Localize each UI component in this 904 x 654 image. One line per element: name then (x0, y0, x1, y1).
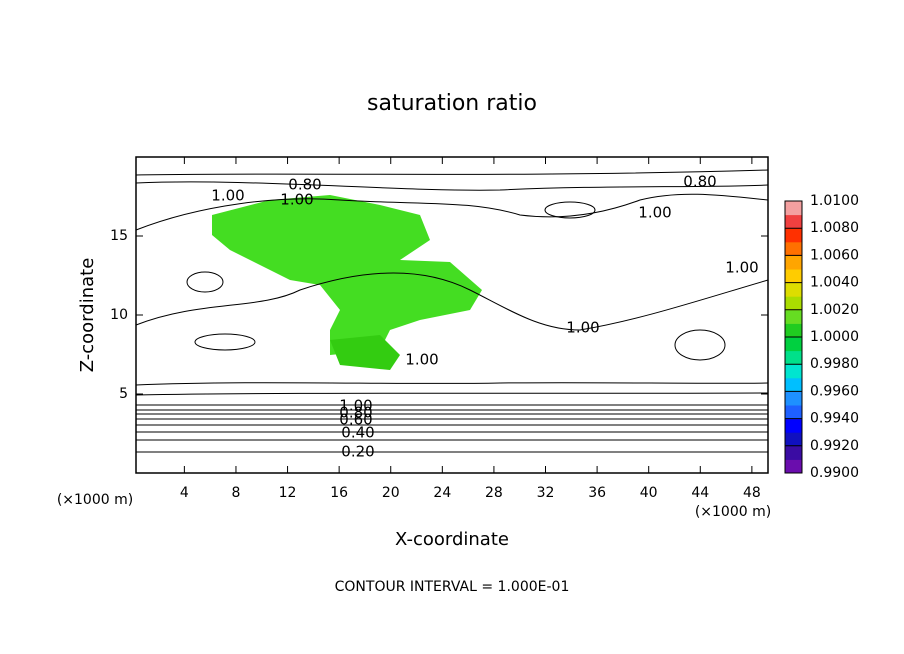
contour-line (135, 382, 769, 386)
y-tick-label: 15 (110, 228, 128, 244)
colorbar-tick-label: 1.0060 (810, 247, 859, 263)
contour-interval: CONTOUR INTERVAL = 1.000E-01 (335, 579, 570, 595)
contour-label: 0.80 (339, 404, 372, 422)
colorbar-swatch (785, 350, 802, 365)
colorbar-tick-label: 1.0080 (810, 220, 859, 236)
colorbar-tick-label: 0.9900 (810, 465, 859, 481)
contour-label: 0.80 (288, 176, 321, 194)
x-tick-label: 44 (691, 485, 709, 501)
colorbar-swatch (785, 269, 802, 284)
supersat-region (212, 195, 482, 355)
x-tick-label: 24 (433, 485, 451, 501)
y-axis-label: Z-coordinate (77, 258, 98, 373)
contour-line (186, 271, 224, 293)
contour-line (135, 181, 769, 191)
colorbar-swatch (785, 255, 802, 270)
contour-label: 1.00 (211, 187, 244, 205)
contour-label: 1.00 (638, 204, 671, 222)
colorbar-swatch (785, 214, 802, 229)
colorbar-tick-label: 1.0000 (810, 329, 859, 345)
contour-line (135, 392, 769, 453)
x-tick-label: 40 (640, 485, 658, 501)
x-tick-label: 8 (231, 485, 240, 501)
contour-line (194, 333, 256, 351)
contour-label: 1.00 (405, 351, 438, 369)
x-unit-label: (×1000 m) (695, 504, 771, 520)
colorbar-swatch (785, 296, 802, 311)
x-tick-label: 12 (279, 485, 297, 501)
contour-line (674, 329, 726, 361)
contour-label: 0.60 (339, 411, 372, 429)
contour-line (135, 272, 769, 331)
colorbar-swatch (785, 282, 802, 297)
chart-title: saturation ratio (367, 91, 537, 116)
colorbar-swatch (785, 459, 802, 474)
colorbar-swatch (785, 391, 802, 406)
contour-line (135, 193, 769, 231)
contour-label: 1.00 (566, 319, 599, 337)
colorbar-tick-label: 1.0040 (810, 275, 859, 291)
colorbar-swatch (785, 323, 802, 338)
y-tick-label: 5 (119, 386, 128, 402)
colorbar-tick-label: 0.9920 (810, 438, 859, 454)
contour-line (544, 201, 596, 219)
colorbar-tick-label: 1.0020 (810, 302, 859, 318)
contour-line (135, 169, 769, 176)
colorbar-tick-label: 0.9960 (810, 383, 859, 399)
contour-label: 1.00 (280, 191, 313, 209)
colorbar-swatch (785, 377, 802, 392)
x-axis-label: X-coordinate (395, 529, 509, 550)
contour-label: 1.00 (339, 397, 372, 415)
contour-label: 1.00 (725, 259, 758, 277)
x-tick-label: 32 (537, 485, 555, 501)
colorbar-swatch (785, 228, 802, 243)
supersat-region (330, 335, 400, 370)
contour-label: 0.80 (683, 173, 716, 191)
colorbar-swatch (785, 337, 802, 352)
colorbar-tick-label: 0.9980 (810, 356, 859, 372)
x-tick-label: 16 (330, 485, 348, 501)
x-tick-label: 48 (743, 485, 761, 501)
field-decoration (135, 169, 769, 453)
x-tick-label: 28 (485, 485, 503, 501)
contour-label: 0.40 (341, 424, 374, 442)
colorbar-swatch (785, 432, 802, 447)
colorbar-swatch (785, 241, 802, 256)
x-tick-label: 36 (588, 485, 606, 501)
colorbar-tick-label: 0.9940 (810, 411, 859, 427)
contour-label: 0.20 (341, 443, 374, 461)
colorbar-swatch (785, 309, 802, 324)
colorbar-swatch (785, 364, 802, 379)
x-tick-label: 20 (382, 485, 400, 501)
y-tick-label: 10 (110, 307, 128, 323)
colorbar-swatch (785, 405, 802, 420)
x-unit-label: (×1000 m) (57, 492, 133, 508)
x-tick-label: 4 (180, 485, 189, 501)
colorbar-swatch (785, 418, 802, 433)
colorbar-tick-label: 1.0100 (810, 193, 859, 209)
colorbar-swatch (785, 445, 802, 460)
colorbar-swatch (785, 201, 802, 216)
